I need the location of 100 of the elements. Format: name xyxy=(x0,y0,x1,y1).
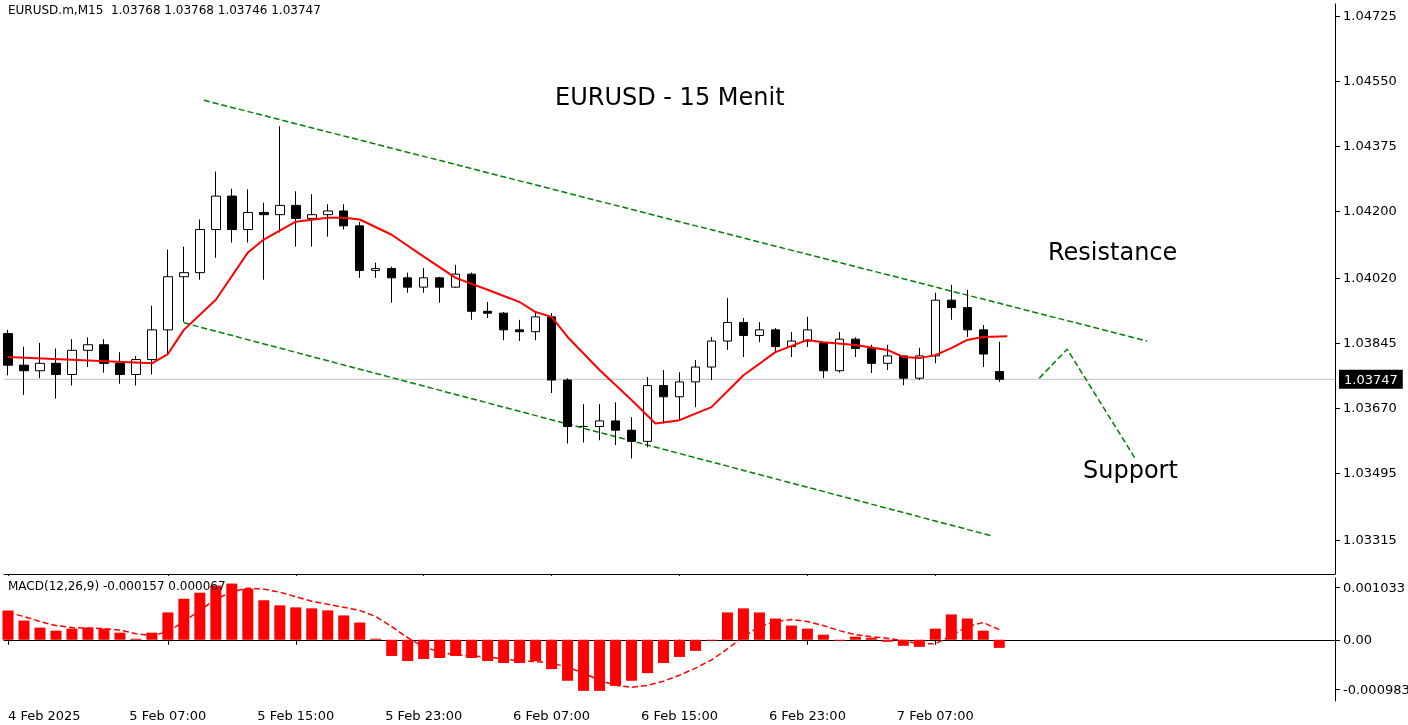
y-tick-label: 1.04725 xyxy=(1343,8,1397,24)
y-tick-label: 1.03495 xyxy=(1343,465,1397,481)
candlestick xyxy=(83,336,93,368)
bar xyxy=(546,639,558,670)
bar xyxy=(498,639,510,664)
candlestick xyxy=(755,321,764,343)
y-tick-label: 1.03670 xyxy=(1343,400,1397,416)
bar xyxy=(466,639,478,658)
candlestick xyxy=(531,311,540,341)
annotation: Resistance xyxy=(1048,238,1178,266)
candlestick xyxy=(723,297,732,351)
bar xyxy=(18,620,30,640)
bar xyxy=(514,639,526,664)
y-tick-label: 1.04020 xyxy=(1343,270,1397,286)
candlestick xyxy=(979,324,988,368)
bar xyxy=(290,607,302,640)
ref-line-label: 1.03747 xyxy=(1344,371,1398,387)
bar xyxy=(769,618,781,640)
bar xyxy=(402,639,414,662)
bar xyxy=(82,627,94,640)
bar xyxy=(386,639,398,656)
candlestick xyxy=(323,203,333,238)
bar xyxy=(913,639,925,647)
bar xyxy=(562,639,574,681)
x-tick-label: 5 Feb 23:00 xyxy=(385,708,463,723)
bar xyxy=(929,628,941,640)
x-tick-label: 5 Feb 07:00 xyxy=(129,708,207,723)
y-tick-label: 1.04550 xyxy=(1343,73,1397,89)
candlestick xyxy=(179,246,189,323)
candlestick xyxy=(419,267,428,294)
y-tick-label: 1.04375 xyxy=(1343,138,1397,154)
candlestick xyxy=(947,284,956,321)
candlestick xyxy=(547,312,556,394)
bar xyxy=(98,628,110,640)
x-tick-label: 5 Feb 15:00 xyxy=(257,708,335,723)
candlestick xyxy=(963,289,972,338)
bar xyxy=(114,632,126,640)
candlestick xyxy=(867,344,876,374)
candlestick xyxy=(739,317,748,358)
candlestick xyxy=(403,272,412,294)
y-tick-label: 0.00 xyxy=(1343,632,1372,648)
candlestick xyxy=(115,351,125,385)
annotation: EURUSD.m,M15 1.03768 1.03768 1.03746 1.03747 xyxy=(8,3,321,17)
candlestick xyxy=(291,190,301,248)
y-tick-label: 1.03845 xyxy=(1343,335,1397,351)
candlestick xyxy=(35,342,45,379)
x-tick-label: 6 Feb 23:00 xyxy=(768,708,846,723)
bar xyxy=(753,612,765,640)
candlestick xyxy=(483,301,492,319)
annotation: MACD(12,26,9) -0.000157 0.000067 xyxy=(8,579,226,593)
bar xyxy=(322,610,334,640)
bar xyxy=(817,634,829,640)
bar xyxy=(626,639,638,681)
bar xyxy=(146,632,158,640)
bar xyxy=(849,636,861,640)
candlestick xyxy=(51,347,61,400)
line-series xyxy=(7,216,1009,425)
bar xyxy=(162,612,174,640)
bar xyxy=(354,622,366,640)
bar xyxy=(945,614,957,640)
candlestick xyxy=(771,327,780,354)
y-tick-label: 1.04200 xyxy=(1343,203,1397,219)
candlestick xyxy=(563,377,572,445)
bar xyxy=(530,639,542,662)
candlestick xyxy=(243,188,253,244)
candlestick xyxy=(643,376,652,448)
candlestick xyxy=(435,276,444,304)
candlestick xyxy=(147,305,157,375)
y-tick-label: -0.000983 xyxy=(1343,682,1408,698)
text: EURUSD - 15 Menit xyxy=(555,83,785,111)
bar xyxy=(977,630,989,640)
bar xyxy=(66,628,78,640)
bar xyxy=(801,628,813,640)
candlestick xyxy=(915,347,924,381)
candlestick xyxy=(163,249,173,355)
candlestick xyxy=(691,359,700,408)
candlestick xyxy=(355,221,364,279)
bar xyxy=(418,639,430,659)
bar xyxy=(34,627,46,640)
candlestick xyxy=(627,416,636,459)
x-tick-label: 4 Feb 2025 xyxy=(8,708,81,723)
candlestick xyxy=(371,262,380,279)
candlestick xyxy=(819,342,828,379)
candlestick xyxy=(515,319,524,342)
bar xyxy=(194,592,206,640)
bar xyxy=(881,639,893,642)
bar xyxy=(673,639,685,657)
bar xyxy=(178,598,190,640)
candlestick xyxy=(883,344,892,371)
candlestick xyxy=(931,292,940,364)
candlestick xyxy=(99,338,109,374)
bar xyxy=(737,608,749,640)
bar xyxy=(993,639,1005,648)
candlestick xyxy=(835,331,844,374)
bar xyxy=(306,608,318,640)
bar xyxy=(482,639,494,662)
x-tick-label: 7 Feb 07:00 xyxy=(896,708,974,723)
candlestick xyxy=(67,338,77,387)
candlestick xyxy=(899,355,908,386)
candlestick xyxy=(19,346,29,396)
